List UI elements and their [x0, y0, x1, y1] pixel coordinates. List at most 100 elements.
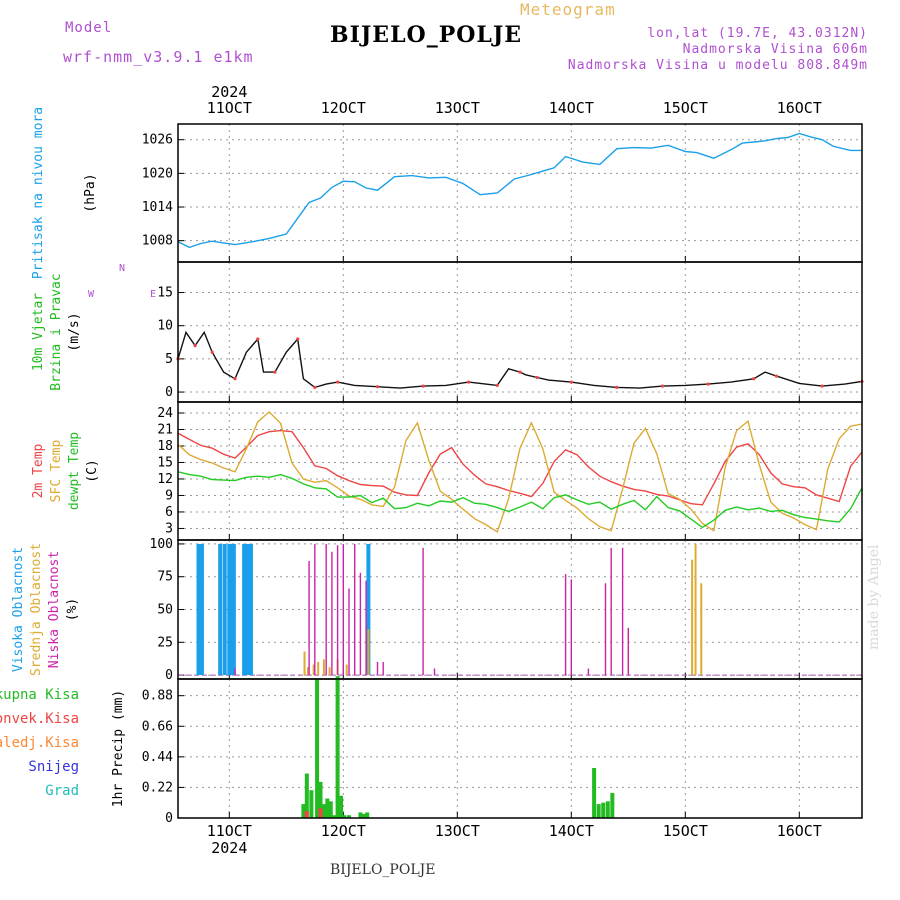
- y-tick-label: 0.22: [142, 780, 173, 795]
- y-tick-label: 0.88: [142, 689, 173, 704]
- legend-entry: Grad: [45, 783, 79, 799]
- bar-ukupna-kisa: [304, 773, 309, 818]
- bar-ukupna-kisa: [596, 804, 601, 818]
- bar-ukupna-kisa: [318, 781, 323, 818]
- bar-konvek-kisa: [304, 811, 309, 818]
- panel-frame-wind: [177, 261, 863, 403]
- bar-ukupna-kisa: [605, 801, 610, 818]
- y-tick-label: 100: [150, 537, 173, 552]
- model-label: Model: [65, 20, 113, 36]
- y-tick-label: 18: [157, 439, 173, 454]
- bar-ukupna-kisa: [321, 804, 326, 818]
- bar-visoka-oblacnost: [218, 543, 223, 676]
- bar-ukupna-kisa: [358, 812, 363, 818]
- wind-point: [518, 370, 522, 374]
- bar-ukupna-kisa: [347, 815, 351, 818]
- bar-srednja-oblacnost: [691, 559, 694, 676]
- bar-visoka-oblacnost: [227, 543, 232, 676]
- y-axis-label: Srednja Oblacnost: [29, 543, 44, 676]
- wind-point: [706, 382, 710, 386]
- bar-niska-oblacnost: [359, 572, 362, 676]
- wind-point: [193, 344, 197, 348]
- bar-srednja-oblacnost: [367, 629, 370, 676]
- y-axis-label: SFC Temp: [49, 440, 64, 503]
- bar-niska-oblacnost: [604, 583, 607, 676]
- y-axis-label: (%): [65, 598, 80, 621]
- wind-key-east: E: [150, 289, 156, 300]
- wind-point: [233, 377, 237, 381]
- y-tick-label: 9: [165, 488, 173, 503]
- bar-niska-oblacnost: [331, 551, 333, 676]
- bar-niska-oblacnost: [422, 547, 424, 676]
- x-tick-label-top: 16OCT: [777, 99, 822, 117]
- wind-point: [313, 385, 317, 390]
- bar-visoka-oblacnost: [245, 543, 250, 676]
- y-tick-label: 1020: [142, 166, 173, 181]
- wind-key-west: W: [88, 289, 95, 300]
- x-tick-label-bottom: 16OCT: [777, 822, 822, 840]
- bar-srednja-oblacnost: [303, 651, 306, 676]
- bar-ukupna-kisa: [342, 815, 347, 818]
- x-tick-label-bottom: 15OCT: [663, 822, 708, 840]
- bar-visoka-oblacnost: [229, 543, 234, 676]
- bar-ukupna-kisa: [610, 792, 615, 818]
- year-label-top: 2024: [211, 83, 247, 101]
- bar-srednja-oblacnost: [328, 667, 331, 676]
- x-tick-label-bottom: 14OCT: [549, 822, 594, 840]
- y-axis-label: Pritisak na nivou mora: [31, 107, 46, 279]
- series-line-pritisak-na-nivou-mora: [177, 132, 862, 249]
- bar-ukupna-kisa: [332, 815, 337, 818]
- wind-point: [535, 375, 539, 380]
- bar-niska-oblacnost: [564, 574, 567, 676]
- y-tick-label: 3: [165, 521, 173, 536]
- y-axis-label: Brzina i Pravac: [49, 273, 64, 390]
- y-tick-label: 12: [157, 472, 173, 487]
- year-label-bottom: 2024: [211, 839, 247, 857]
- series-line-sfc-temp: [177, 410, 863, 533]
- bar-niska-oblacnost: [382, 661, 384, 676]
- bar-niska-oblacnost: [621, 547, 624, 676]
- bar-visoka-oblacnost: [199, 543, 204, 676]
- x-tick-label-top: 12OCT: [321, 99, 366, 117]
- y-tick-label: 21: [157, 422, 173, 437]
- y-axis-label: (hPa): [83, 173, 98, 212]
- y-tick-label: 5: [165, 352, 173, 367]
- bar-niska-oblacnost: [627, 627, 629, 676]
- y-tick-label: 1014: [142, 200, 173, 215]
- y-tick-label: 15: [157, 286, 173, 301]
- footer-station: BIJELO_POLJE: [330, 862, 436, 878]
- y-tick-label: 15: [157, 455, 173, 470]
- legend-entry: Konvek.Kisa: [0, 711, 79, 727]
- y-tick-label: 50: [157, 603, 173, 618]
- bar-konvek-kisa: [318, 808, 323, 818]
- x-tick-label-top: 13OCT: [435, 99, 480, 117]
- bar-ukupna-kisa: [328, 801, 333, 818]
- bar-visoka-oblacnost: [222, 543, 227, 676]
- bar-ukupna-kisa: [301, 804, 306, 818]
- bar-visoka-oblacnost: [248, 543, 253, 676]
- y-tick-label: 0: [165, 668, 173, 683]
- bar-srednja-oblacnost: [322, 659, 325, 676]
- bar-ukupna-kisa: [339, 795, 344, 818]
- bar-niska-oblacnost: [433, 668, 436, 676]
- y-axis-label: Niska Oblacnost: [47, 551, 62, 668]
- bar-niska-oblacnost: [336, 545, 339, 676]
- bar-niska-oblacnost: [308, 560, 310, 676]
- bar-visoka-oblacnost: [196, 543, 201, 676]
- y-axis-label: dewpt Temp: [67, 432, 82, 510]
- series-line-10m-vjetar: [177, 330, 863, 389]
- y-axis-label: 1hr Precip (mm): [111, 690, 126, 807]
- bar-niska-oblacnost: [325, 543, 327, 676]
- panel-wind: [176, 261, 864, 403]
- bar-srednja-oblacnost: [700, 583, 703, 676]
- panel-temperature: [177, 401, 863, 541]
- bar-srednja-oblacnost: [306, 667, 309, 676]
- y-axis-label: Visoka Oblacnost: [11, 547, 26, 672]
- bar-niska-oblacnost: [314, 543, 316, 676]
- product-title: Meteogram: [520, 0, 616, 19]
- bar-visoka-oblacnost: [231, 543, 236, 676]
- series-line-2m-temp: [177, 429, 863, 506]
- bar-srednja-oblacnost: [345, 664, 348, 676]
- y-axis-label: (C): [85, 459, 100, 482]
- bar-ukupna-kisa: [335, 676, 340, 818]
